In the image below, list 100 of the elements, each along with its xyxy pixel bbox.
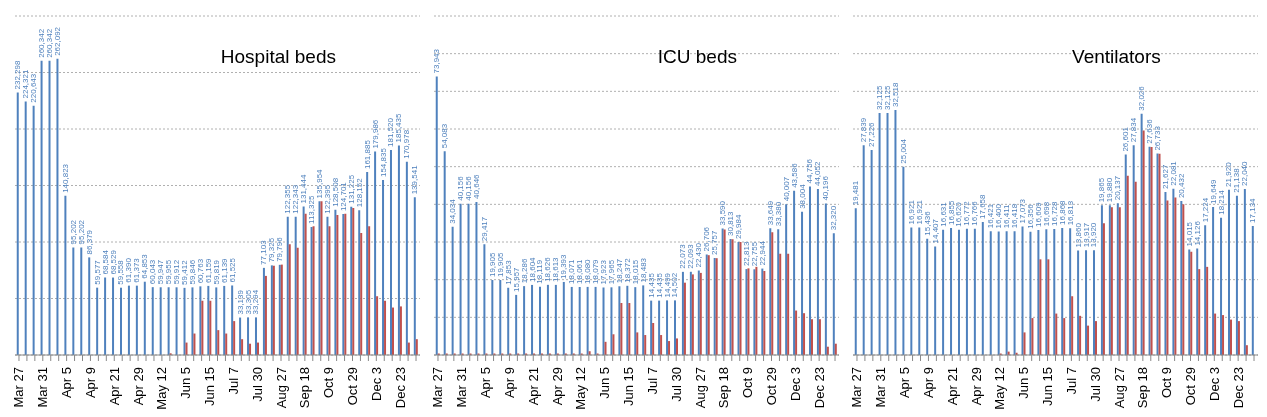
x-tick-label: Apr 9	[501, 367, 517, 399]
data-label: 128,152	[354, 177, 364, 208]
data-label: 16,356	[1025, 203, 1035, 229]
data-label: 40,156	[464, 175, 474, 201]
data-label: 34,034	[448, 198, 458, 224]
data-label: 27,834	[1129, 117, 1139, 143]
x-tick-label: Apr 9	[920, 367, 936, 399]
data-label: 17,224	[1200, 197, 1210, 223]
data-label: 19,481	[851, 180, 861, 206]
data-label: 21,627	[1160, 164, 1170, 190]
data-label: 22,093	[686, 243, 696, 269]
data-label: 18,015	[630, 259, 640, 285]
data-label: 17,134	[1248, 197, 1258, 223]
data-label: 18,214	[1216, 189, 1226, 215]
x-tick-label: Apr 29	[130, 367, 146, 406]
data-label: 29,417	[479, 216, 489, 242]
data-label: 68,529	[108, 249, 118, 275]
data-label: 68,584	[100, 249, 110, 275]
data-label: 19,905	[495, 252, 505, 278]
x-tick-label: Oct 9	[1159, 367, 1175, 399]
data-label: 220,643	[29, 73, 39, 103]
data-label: 14,407	[930, 218, 940, 244]
data-label: 181,520	[386, 117, 396, 147]
data-label: 18,626	[543, 256, 553, 282]
text: ICU beds	[657, 46, 737, 68]
data-label: 40,156	[456, 175, 466, 201]
text: Ventilators	[1072, 46, 1161, 68]
data-label: 15,957	[511, 266, 521, 292]
data-label: 60,763	[195, 258, 205, 284]
data-label: 27,839	[859, 117, 869, 143]
data-label: 170,978	[402, 129, 412, 159]
data-label: 18,071	[567, 258, 577, 284]
x-tick-label: Jul 7	[644, 367, 660, 395]
data-label: 79,325	[267, 237, 277, 263]
x-tick-label: Dec 3	[368, 367, 384, 401]
x-tick-label: Oct 29	[764, 367, 779, 406]
data-label: 40,196	[821, 175, 831, 201]
data-label: 131,444	[299, 174, 309, 204]
data-label: 32,125	[875, 84, 885, 110]
data-label: 40,646	[471, 173, 481, 199]
data-label: 14,502	[670, 272, 680, 298]
data-label: 18,604	[527, 256, 537, 282]
data-label: 18,286	[519, 258, 529, 284]
x-tick-label: Dec 3	[787, 367, 803, 401]
data-label: 59,412	[180, 259, 190, 285]
data-label: 16,855	[946, 200, 956, 226]
data-label: 139,541	[410, 164, 420, 195]
data-label: 33,649	[765, 200, 775, 226]
data-label: 22,813	[741, 241, 751, 267]
data-label: 40,007	[781, 176, 791, 202]
data-label: 19,905	[487, 252, 497, 278]
data-label: 18,483	[638, 257, 648, 283]
data-label: 14,015	[1184, 221, 1194, 247]
data-label: 43,586	[789, 162, 799, 188]
data-label: 59,558	[116, 259, 126, 285]
data-label: 59,955	[164, 259, 174, 285]
data-label: 18,372	[622, 257, 632, 283]
x-tick-label: Oct 9	[321, 367, 337, 399]
data-label: 25,004	[898, 138, 908, 164]
data-label: 22,755	[749, 241, 759, 267]
x-tick-label: Sep 18	[716, 367, 732, 409]
data-label: 32,320	[829, 205, 839, 231]
data-label: 15,436	[922, 210, 932, 236]
data-label: 44,052	[813, 161, 823, 187]
data-label: 16,421	[986, 203, 996, 229]
data-label: 17,923	[599, 259, 609, 285]
x-tick-label: Dec 3	[1206, 367, 1222, 401]
data-label: 13,860	[1073, 222, 1083, 248]
data-label: 33,590	[718, 200, 728, 226]
x-tick-label: Jul 30	[668, 367, 684, 402]
data-label: 16,813	[1065, 200, 1075, 226]
data-label: 29,984	[734, 214, 744, 240]
data-label: 64,853	[140, 253, 150, 279]
data-label: 185,435	[394, 112, 404, 143]
x-tick-label: Oct 29	[1183, 367, 1198, 406]
x-tick-label: May 12	[154, 367, 170, 410]
x-tick-label: Mar 27	[11, 367, 27, 408]
data-label: 18,061	[575, 258, 585, 284]
data-label: 113,325	[307, 195, 317, 224]
data-label: 95,202	[68, 219, 78, 245]
data-label: 16,418	[1010, 203, 1020, 229]
data-label: 18,080	[583, 258, 593, 284]
data-label: 161,885	[362, 139, 372, 170]
data-label: 18,613	[551, 256, 561, 282]
x-tick-label: Apr 29	[968, 367, 984, 406]
data-label: 224,321	[21, 69, 31, 99]
data-label: 14,126	[1192, 220, 1202, 246]
x-tick-label: Jun 5	[597, 367, 613, 399]
x-tick-label: Dec 23	[1230, 367, 1246, 409]
data-label: 140,823	[60, 163, 70, 193]
data-label: 260,342	[45, 28, 55, 58]
data-label: 22,073	[678, 243, 688, 269]
x-tick-label: Dec 23	[811, 367, 827, 409]
data-label: 26,706	[702, 226, 712, 252]
x-tick-label: Mar 31	[873, 367, 889, 408]
data-label: 18,247	[614, 258, 624, 284]
data-label: 262,092	[52, 26, 62, 56]
data-label: 61,139	[219, 257, 229, 283]
data-label: 122,355	[283, 184, 293, 214]
data-label: 154,835	[378, 147, 388, 178]
